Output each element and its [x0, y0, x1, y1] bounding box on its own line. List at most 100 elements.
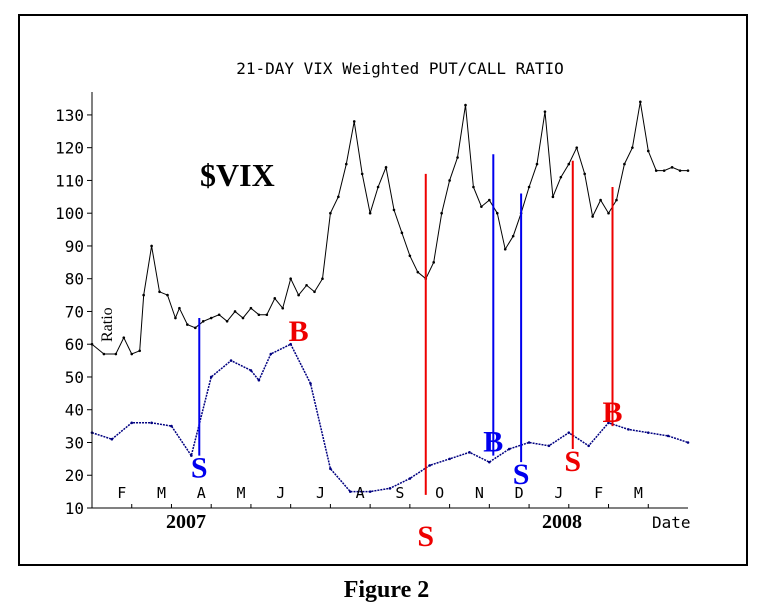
vix-point-23 [273, 297, 277, 300]
ratio-point-31 [686, 441, 690, 444]
ratio-point-7 [229, 359, 233, 362]
vix-point-38 [392, 208, 396, 212]
x-tick-label-11: J [554, 484, 563, 502]
vix-point-63 [591, 215, 594, 218]
signal-label-3: B [483, 426, 503, 459]
ratio-point-4 [170, 424, 173, 428]
vix-point-40 [408, 254, 412, 258]
vix-point-51 [495, 211, 499, 215]
ratio-point-28 [627, 428, 630, 431]
ratio-point-20 [468, 451, 471, 454]
x-tick-label-9: N [475, 484, 484, 502]
x-tick-label-2: A [197, 484, 206, 502]
vix-point-11 [178, 306, 181, 310]
vix-point-58 [551, 195, 555, 199]
ratio-point-16 [388, 487, 392, 490]
ratio-point-14 [348, 490, 352, 493]
vix-point-12 [186, 323, 189, 326]
vix-point-52 [503, 247, 507, 251]
vix-point-15 [209, 316, 213, 320]
ratio-point-13 [329, 467, 332, 470]
vix-point-46 [456, 156, 459, 159]
vix-point-59 [559, 175, 563, 179]
ratio-point-27 [607, 421, 610, 425]
symbol-label: $VIX [200, 157, 275, 193]
vix-point-34 [360, 172, 364, 176]
y-tick-label-100: 100 [55, 204, 84, 223]
chart-title: 21-DAY VIX Weighted PUT/CALL RATIO [236, 59, 564, 78]
ratio-point-9 [257, 378, 261, 382]
y-tick-label-10: 10 [65, 499, 84, 518]
vix-point-64 [599, 198, 602, 202]
vix-point-26 [297, 293, 300, 297]
x-tick-label-8: O [435, 484, 444, 502]
y-tick-label-110: 110 [55, 171, 84, 190]
ratio-point-3 [150, 421, 153, 425]
vix-point-62 [583, 172, 586, 176]
vix-point-69 [639, 100, 642, 104]
vix-point-17 [225, 319, 229, 323]
vix-point-20 [249, 306, 253, 310]
vix-point-28 [313, 290, 316, 294]
vix-point-7 [150, 244, 153, 248]
y-tick-label-40: 40 [65, 401, 84, 420]
signal-label-6: B [602, 396, 622, 429]
vix-point-1 [102, 352, 106, 356]
vix-point-10 [174, 316, 177, 320]
vix-point-66 [615, 198, 618, 202]
vix-point-68 [631, 146, 634, 149]
ratio-point-17 [408, 477, 412, 480]
vix-point-56 [535, 162, 539, 166]
signal-label-2: S [417, 520, 434, 553]
ratio-point-11 [289, 342, 292, 346]
ratio-point-30 [666, 434, 670, 438]
vix-point-75 [686, 169, 690, 172]
vix-point-21 [257, 313, 261, 317]
ratio-point-6 [209, 375, 213, 379]
year-label-2007: 2007 [166, 511, 206, 533]
ratio-point-25 [567, 431, 571, 434]
y-axis-label: Ratio [99, 307, 116, 342]
ratio-point-19 [448, 457, 451, 461]
vix-point-27 [305, 283, 308, 287]
series-layer [90, 100, 690, 493]
y-tick-label-120: 120 [55, 139, 84, 158]
vix-point-22 [265, 313, 269, 317]
vix-point-44 [440, 211, 443, 215]
x-tick-label-12: F [594, 484, 603, 502]
vix-point-45 [448, 179, 451, 182]
vix-point-72 [662, 169, 666, 172]
vix-point-70 [646, 149, 650, 153]
vix-point-37 [384, 166, 388, 169]
vix-point-50 [488, 198, 491, 202]
y-tick-label-20: 20 [65, 466, 84, 485]
vix-point-60 [567, 162, 571, 166]
vix-point-31 [337, 195, 340, 199]
vix-point-41 [416, 270, 420, 274]
vix-point-36 [376, 185, 380, 189]
vix-put-call-chart: 21-DAY VIX Weighted PUT/CALL RATIO $VIX … [55, 59, 691, 553]
vix-point-3 [122, 336, 126, 339]
ratio-point-10 [269, 352, 273, 356]
signal-label-4: S [513, 458, 530, 491]
vix-point-73 [670, 166, 674, 169]
ratio-line [91, 343, 689, 493]
ratio-point-26 [587, 444, 590, 448]
vix-point-18 [233, 310, 237, 313]
signal-label-5: S [564, 445, 581, 478]
vix-point-71 [654, 169, 658, 172]
x-axis-label: Date [652, 513, 691, 532]
vix-point-13 [194, 326, 197, 330]
ratio-point-15 [368, 490, 372, 493]
ratio-point-8 [249, 369, 253, 372]
vix-point-2 [114, 352, 118, 356]
ratio-point-23 [527, 441, 531, 444]
vix-point-39 [400, 231, 404, 235]
signal-label-0: S [191, 452, 208, 485]
vix-point-48 [472, 185, 475, 189]
figure-caption: Figure 2 [343, 577, 430, 603]
vix-point-33 [352, 120, 356, 123]
y-tick-label-130: 130 [55, 106, 84, 125]
